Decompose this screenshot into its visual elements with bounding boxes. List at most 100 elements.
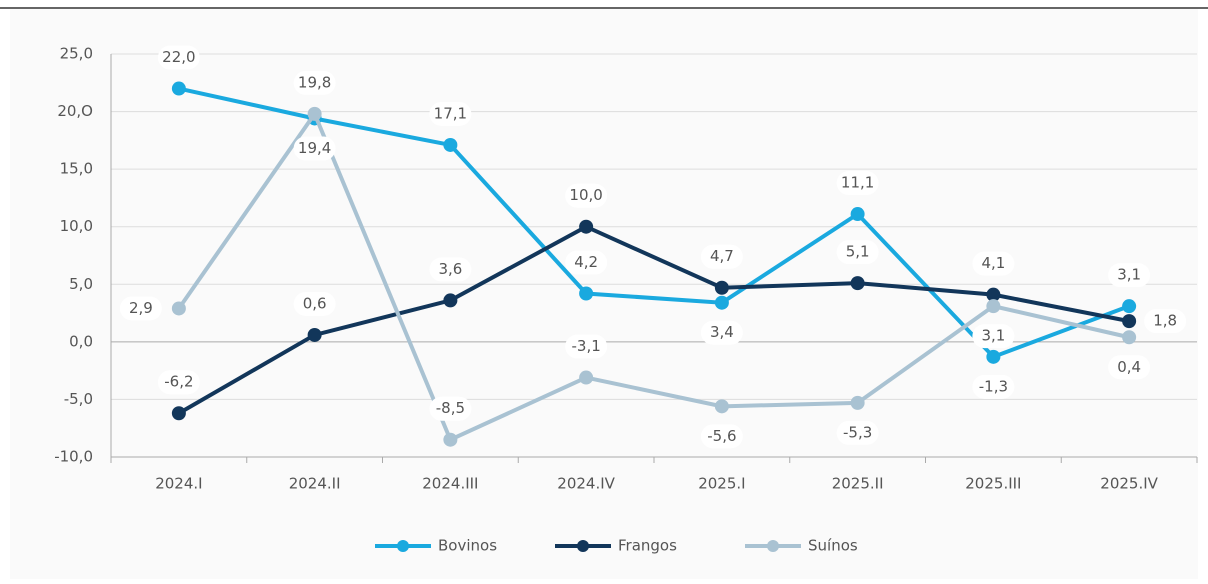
legend-label: Frangos — [618, 537, 677, 555]
data-label: 0,4 — [1117, 358, 1141, 376]
data-label-group: -8,5 — [429, 396, 472, 421]
data-label-group: 5,1 — [836, 240, 879, 265]
series-line — [177, 109, 1130, 443]
point — [307, 327, 322, 342]
point — [850, 276, 865, 291]
y-tick-label: 20,O — [57, 102, 93, 120]
data-label-bg — [700, 424, 743, 449]
data-label-bg — [429, 101, 472, 126]
data-label-bg — [119, 296, 162, 321]
data-label: 4,1 — [981, 254, 1005, 272]
x-tick-label: 2024.II — [289, 475, 341, 493]
data-label: 19,8 — [298, 73, 331, 91]
data-label-bg — [429, 396, 472, 421]
data-label-group: -1,3 — [972, 374, 1015, 399]
data-label-group: -5,6 — [700, 424, 743, 449]
series-line — [178, 86, 1130, 360]
data-label-group: -6,2 — [157, 370, 200, 395]
y-tick-label: 15,0 — [60, 160, 93, 178]
point — [171, 301, 186, 316]
data-label: 1,8 — [1153, 312, 1177, 330]
data-label-bg — [429, 257, 472, 282]
data-label-group: -5,3 — [836, 420, 879, 445]
point — [714, 295, 729, 310]
data-label-group: 0,4 — [1108, 355, 1151, 380]
data-label-bg — [836, 420, 879, 445]
data-label-group: 1,8 — [1144, 309, 1187, 334]
point — [1122, 299, 1137, 314]
y-tick-label: -5,0 — [64, 390, 93, 408]
data-label-bg — [293, 291, 336, 316]
data-label-group: -3,1 — [565, 334, 608, 359]
point — [714, 280, 729, 295]
data-label-group: 2,9 — [119, 296, 162, 321]
point — [850, 395, 865, 410]
data-label: 3,4 — [710, 323, 734, 341]
point — [579, 219, 594, 234]
data-label-bg — [836, 171, 879, 196]
data-label-group: 17,1 — [429, 101, 472, 126]
legend-label: Suínos — [808, 537, 858, 555]
x-tick-label: 2025.III — [965, 475, 1021, 493]
series-line — [177, 224, 1130, 415]
x-tick-label: 2025.I — [698, 475, 745, 493]
x-tick-label: 2024.I — [155, 475, 202, 493]
data-label: -5,6 — [707, 427, 736, 445]
data-label-group: 19,4 — [293, 136, 336, 161]
x-tick-label: 2024.III — [422, 475, 478, 493]
data-label: 4,7 — [710, 247, 734, 265]
data-label-bg — [972, 374, 1015, 399]
point — [443, 432, 458, 447]
data-label: -8,5 — [436, 399, 465, 417]
y-tick-label: 25,0 — [60, 45, 93, 63]
data-label-group: 22,0 — [157, 45, 200, 70]
point — [443, 293, 458, 308]
legend-marker — [397, 540, 409, 552]
data-label-group: 3,1 — [972, 324, 1015, 349]
data-label-bg — [972, 324, 1015, 349]
data-label: 5,1 — [846, 243, 870, 261]
data-label-bg — [293, 70, 336, 95]
data-label-bg — [972, 251, 1015, 276]
data-label-bg — [700, 244, 743, 269]
y-tick-label: -10,0 — [54, 448, 93, 466]
data-label: -6,2 — [164, 373, 193, 391]
point — [579, 370, 594, 385]
data-label-bg — [157, 45, 200, 70]
data-label-group: 4,1 — [972, 251, 1015, 276]
data-label-bg — [565, 183, 608, 208]
data-label-bg — [565, 334, 608, 359]
data-label-bg — [565, 250, 608, 275]
x-tick-label: 2025.IV — [1100, 475, 1158, 493]
x-tick-label: 2025.II — [832, 475, 884, 493]
point — [171, 81, 186, 96]
point — [850, 207, 865, 222]
point — [714, 399, 729, 414]
data-label-bg — [836, 240, 879, 265]
data-label-group: 0,6 — [293, 291, 336, 316]
y-tick-label: 0,0 — [69, 332, 93, 350]
data-label: -1,3 — [979, 377, 1008, 395]
data-label-bg — [1108, 355, 1151, 380]
data-label-bg — [1144, 309, 1187, 334]
point — [579, 286, 594, 301]
data-label-group: 11,1 — [836, 171, 879, 196]
x-tick-label: 2024.IV — [557, 475, 615, 493]
data-label: 17,1 — [434, 104, 467, 122]
point — [1122, 314, 1137, 329]
data-label: 10,0 — [569, 186, 602, 204]
data-label: 22,0 — [162, 48, 195, 66]
data-label: 4,2 — [574, 253, 598, 271]
data-label: 2,9 — [129, 299, 153, 317]
data-label-group: 4,2 — [565, 250, 608, 275]
legend-marker — [577, 540, 589, 552]
point — [986, 287, 1001, 302]
point — [307, 106, 322, 121]
point — [171, 406, 186, 421]
data-label-bg — [293, 136, 336, 161]
legend-marker — [767, 540, 779, 552]
y-tick-label: 10,0 — [60, 217, 93, 235]
legend-label: Bovinos — [438, 537, 497, 555]
data-label-bg — [700, 320, 743, 345]
